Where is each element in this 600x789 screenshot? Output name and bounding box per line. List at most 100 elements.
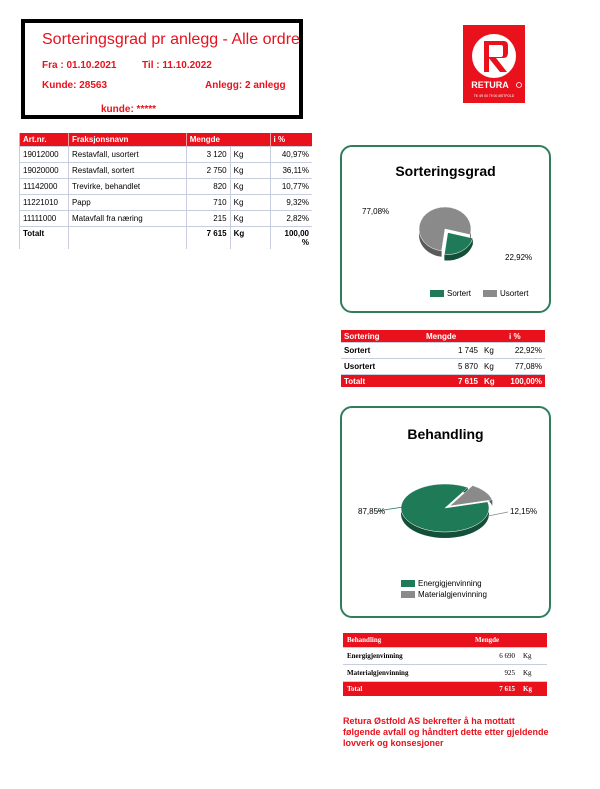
- chart-title: Sorteringsgrad: [395, 163, 496, 179]
- cell-pct: 40,97%: [269, 146, 312, 163]
- cell-name: Restavfall, usortert: [67, 146, 187, 163]
- col-mengde: Mengde: [185, 133, 270, 147]
- cell-name: Restavfall, sortert: [67, 162, 187, 179]
- table-row: Materialgjenvinning 925 Kg: [343, 664, 547, 682]
- cell-unit: Kg: [229, 178, 270, 195]
- cell-unit: Kg: [229, 210, 270, 227]
- pie-label-energi: 87,85%: [358, 507, 386, 516]
- logo-brand: RETURA: [471, 80, 509, 90]
- table-row: Usortert 5 870 Kg 77,08%: [341, 358, 545, 375]
- total-unit: Kg: [229, 226, 270, 249]
- legend-item-material: Materialgjenvinning: [401, 590, 487, 599]
- cell-name: Usortert: [341, 358, 423, 375]
- cell-name: Sortert: [341, 342, 423, 359]
- cell-artnr: 11111000: [19, 210, 69, 227]
- total-pct: 100,00%: [506, 374, 545, 387]
- col-pct: i %: [269, 133, 312, 147]
- cell-amount: 6 690: [471, 647, 519, 665]
- total-label: Totalt: [19, 226, 69, 249]
- legend-item-sortert: Sortert: [430, 289, 471, 298]
- cell-name: Trevirke, behandlet: [67, 178, 187, 195]
- cell-pct: 2,82%: [269, 210, 312, 227]
- cell-artnr: 19020000: [19, 162, 69, 179]
- cell-artnr: 11142000: [19, 178, 69, 195]
- cell-unit: Kg: [519, 664, 547, 682]
- cell-unit: Kg: [229, 162, 270, 179]
- legend-swatch-green: [430, 290, 444, 298]
- col-artnr: Art.nr.: [19, 133, 69, 147]
- col-fraksjonsnavn: Fraksjonsnavn: [67, 133, 187, 147]
- behandling-pie: [376, 483, 509, 538]
- sorteringsgrad-pie: [418, 206, 474, 261]
- to-date: Til : 11.10.2022: [142, 60, 212, 71]
- sortering-table: Sortering Mengde i % Sortert 1 745 Kg 22…: [341, 330, 545, 387]
- legend-swatch-green: [401, 580, 415, 588]
- report-title: Sorteringsgrad pr anlegg - Alle ordre: [42, 31, 300, 48]
- sorteringsgrad-chart-panel: Sorteringsgrad 77,08% 22,92% Sortert Uso…: [340, 145, 551, 313]
- pie-label-usortert: 77,08%: [362, 207, 390, 216]
- pie-slice-usortert: [418, 206, 472, 252]
- table-total-row: Totalt 7 615 Kg 100,00%: [341, 374, 545, 387]
- cell-unit: Kg: [229, 194, 270, 211]
- table-row: 11221010 Papp 710 Kg 9,32%: [19, 194, 312, 211]
- pie-label-material: 12,15%: [510, 507, 538, 516]
- behandling-table: Behandling Mengde Energigjenvinning 6 69…: [343, 633, 547, 696]
- cell-pct: 9,32%: [269, 194, 312, 211]
- cell-artnr: 11221010: [19, 194, 69, 211]
- cell-name: Materialgjenvinning: [343, 664, 471, 682]
- total-amount: 7 615: [471, 681, 519, 696]
- cell-amount: 215: [185, 210, 231, 227]
- table-row: Energigjenvinning 6 690 Kg: [343, 647, 547, 665]
- col-mengde: Mengde: [423, 330, 506, 343]
- cell-pct: 77,08%: [506, 358, 545, 375]
- cell-pct: 10,77%: [269, 178, 312, 195]
- total-pct: 100,00%: [269, 226, 312, 249]
- cell-name: Papp: [67, 194, 187, 211]
- table-row: 19012000 Restavfall, usortert 3 120 Kg 4…: [19, 146, 312, 163]
- cell-amount: 925: [471, 664, 519, 682]
- customer-number: Kunde: 28563: [42, 80, 108, 91]
- legend-item-usortert: Usortert: [483, 289, 528, 298]
- cell-unit: Kg: [519, 647, 547, 665]
- retura-logo: RETURA Tlf. 69 00 79 00 ØSTFOLD: [463, 25, 525, 103]
- pie-slice-sortert: [444, 232, 474, 255]
- behandling-chart-panel: Behandling 87,85% 12,15% Energigjenvinni…: [340, 406, 551, 618]
- col-pct: i %: [506, 330, 545, 343]
- total-amount: 7 615: [423, 374, 481, 387]
- table-total-row: Total 7 615 Kg: [343, 681, 547, 696]
- confirmation-note: Retura Østfold AS bekrefter å ha mottatt…: [343, 716, 549, 748]
- total-unit: Kg: [519, 681, 547, 696]
- total-amount: 7 615: [185, 226, 231, 249]
- facility-count: Anlegg: 2 anlegg: [205, 80, 286, 91]
- cell-name: Energigjenvinning: [343, 647, 471, 665]
- cell-amount: 2 750: [185, 162, 231, 179]
- report-header: Sorteringsgrad pr anlegg - Alle ordre Fr…: [21, 19, 303, 119]
- legend-item-energi: Energigjenvinning: [401, 579, 482, 588]
- legend-swatch-grey: [401, 591, 415, 599]
- total-label: Total: [343, 681, 471, 696]
- pie-slice-energigjenvinning: [400, 483, 490, 533]
- cell-amount: 1 745: [423, 342, 481, 359]
- legend-swatch-grey: [483, 290, 497, 298]
- col-behandling: Behandling: [343, 633, 471, 648]
- table-row: 11142000 Trevirke, behandlet 820 Kg 10,7…: [19, 178, 312, 195]
- cell-pct: 22,92%: [506, 342, 545, 359]
- from-date: Fra : 01.10.2021: [42, 60, 117, 71]
- cell-amount: 710: [185, 194, 231, 211]
- cell-amount: 5 870: [423, 358, 481, 375]
- customer-name: kunde: *****: [101, 104, 157, 115]
- table-row: 11111000 Matavfall fra næring 215 Kg 2,8…: [19, 210, 312, 227]
- cell-unit: Kg: [229, 146, 270, 163]
- table-row: Sortert 1 745 Kg 22,92%: [341, 342, 545, 359]
- total-unit: Kg: [481, 374, 506, 387]
- cell-unit: Kg: [481, 358, 506, 375]
- cell-unit: Kg: [481, 342, 506, 359]
- cell-artnr: 19012000: [19, 146, 69, 163]
- logo-subtitle: Tlf. 69 00 79 00 ØSTFOLD: [474, 94, 515, 98]
- cell-pct: 36,11%: [269, 162, 312, 179]
- total-label: Totalt: [341, 374, 423, 387]
- pie-slice-side: [444, 238, 473, 261]
- cell-name: Matavfall fra næring: [67, 210, 187, 227]
- cell-amount: 3 120: [185, 146, 231, 163]
- col-mengde: Mengde: [471, 633, 547, 648]
